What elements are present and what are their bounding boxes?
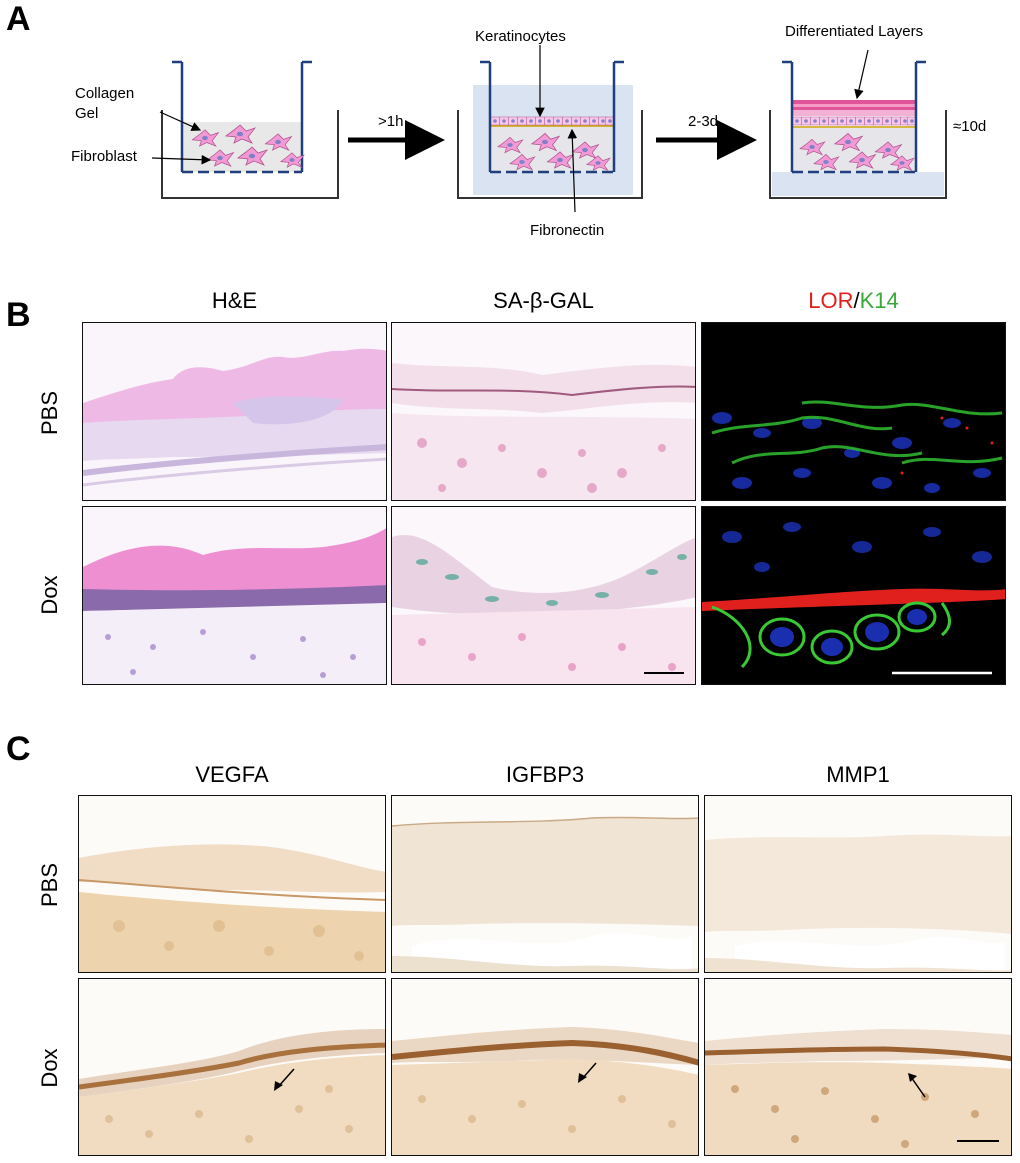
label-step-1: >1h (378, 113, 404, 130)
label-differentiated-layers: Differentiated Layers (785, 23, 924, 40)
col-label-igfbp3: IGFBP3 (505, 762, 585, 787)
well-2 (457, 45, 643, 213)
col-label-lor-k14: LOR/K14 (701, 288, 1006, 314)
panel-a-letter: A (6, 0, 31, 38)
micrograph-vegfa-pbs (78, 795, 386, 973)
well-3 (769, 49, 947, 199)
label-fibroblast: Fibroblast (71, 148, 137, 165)
well-1 (151, 60, 339, 199)
k14-label: K14 (859, 288, 899, 313)
micrograph-sabgal-pbs (391, 322, 696, 501)
micrograph-mmp1-pbs (704, 795, 1012, 973)
lor-label: LOR (808, 288, 854, 313)
label-step-3: ≈10d (953, 118, 987, 135)
row-label-c-dox: Dox (37, 1048, 62, 1088)
micrograph-he-pbs (82, 322, 387, 501)
micrograph-lor-k14-dox (701, 506, 1006, 685)
col-label-sa-beta-gal: SA-β-GAL (493, 288, 594, 313)
micrograph-igfbp3-pbs (391, 795, 699, 973)
col-label-mmp1: MMP1 (826, 762, 890, 787)
micrograph-lor-k14-pbs (701, 322, 1006, 501)
label-fibronectin: Fibronectin (530, 222, 605, 239)
micrograph-vegfa-dox (78, 978, 386, 1156)
micrograph-he-dox (82, 506, 387, 685)
label-collagen-gel: Collagen Gel (75, 85, 135, 122)
col-label-vegfa: VEGFA (195, 762, 269, 787)
label-keratinocytes: Keratinocytes (475, 28, 566, 45)
micrograph-igfbp3-dox (391, 978, 699, 1156)
micrograph-mmp1-dox (704, 978, 1012, 1156)
panel-c-letter: C (6, 730, 31, 768)
label-step-2: 2-3d (688, 113, 719, 130)
micrograph-sabgal-dox (391, 506, 696, 685)
col-label-he: H&E (211, 288, 258, 313)
panel-b-letter: B (6, 296, 31, 334)
slash-label: / (853, 288, 860, 313)
row-label-b-dox: Dox (37, 575, 62, 615)
panel-a-diagram (151, 45, 947, 213)
row-label-c-pbs: PBS (37, 862, 62, 908)
row-label-b-pbs: PBS (37, 390, 62, 436)
